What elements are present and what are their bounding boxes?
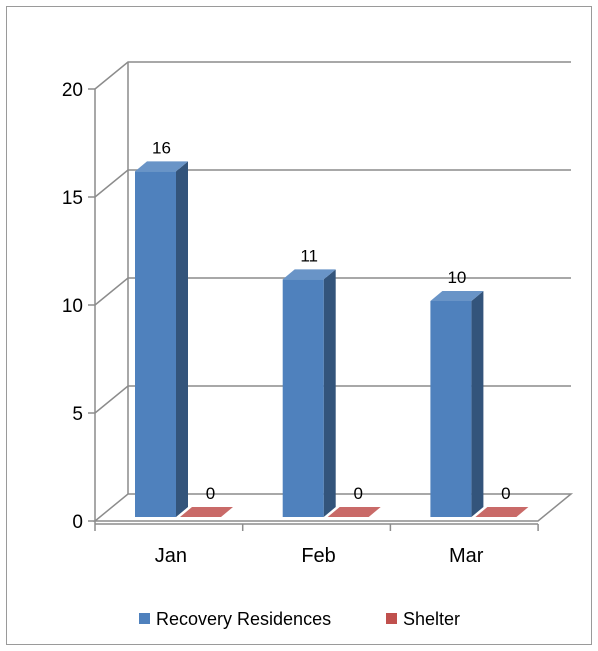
legend-item: Recovery Residences: [139, 609, 331, 629]
y-tick-label: 5: [72, 404, 83, 425]
x-tick-label: Mar: [449, 545, 484, 567]
legend-swatch: [139, 613, 150, 624]
data-label: 0: [501, 484, 510, 503]
bar-front: [282, 279, 324, 517]
data-labels: 16 0 11 0 10 0: [152, 138, 511, 503]
y-tick-label: 10: [62, 296, 83, 317]
legend-label: Shelter: [403, 609, 460, 629]
x-tick-label: Jan: [155, 545, 187, 567]
x-tick-label: Feb: [301, 545, 335, 567]
bar-side: [471, 291, 484, 517]
bars: [135, 161, 529, 517]
bar: [475, 507, 529, 517]
gridline: [94, 277, 571, 306]
gridline: [94, 385, 571, 414]
gridline: [94, 61, 571, 90]
bar-top: [475, 507, 529, 517]
bar: [327, 507, 381, 517]
data-label: 0: [353, 484, 362, 503]
y-tick-label: 0: [72, 512, 83, 533]
y-tick-label: 15: [62, 188, 83, 209]
y-axis-ticks: 0 5 10 15 20: [62, 80, 96, 533]
gridlines: [94, 61, 571, 414]
bar-side: [176, 161, 188, 517]
bar: [282, 269, 336, 517]
bar-top: [430, 291, 484, 301]
bar-side: [323, 269, 336, 517]
legend-label: Recovery Residences: [156, 609, 331, 629]
bar: [180, 507, 233, 517]
legend-item: Shelter: [386, 609, 460, 629]
bar-top: [282, 269, 336, 280]
bar-front: [135, 171, 176, 517]
bar: [135, 161, 188, 517]
legend: Recovery Residences Shelter: [139, 609, 460, 629]
data-label: 10: [447, 268, 466, 287]
gridline: [94, 169, 571, 198]
bar-top: [180, 507, 233, 517]
data-label: 16: [152, 138, 171, 157]
y-tick-label: 20: [62, 80, 83, 101]
x-axis-labels: Jan Feb Mar: [94, 524, 539, 567]
legend-swatch: [386, 613, 397, 624]
data-label: 0: [206, 484, 215, 503]
bar-front: [430, 301, 472, 517]
data-label: 11: [300, 246, 318, 265]
bar-top: [327, 507, 381, 517]
bar: [430, 291, 484, 517]
bar-top: [135, 161, 188, 172]
